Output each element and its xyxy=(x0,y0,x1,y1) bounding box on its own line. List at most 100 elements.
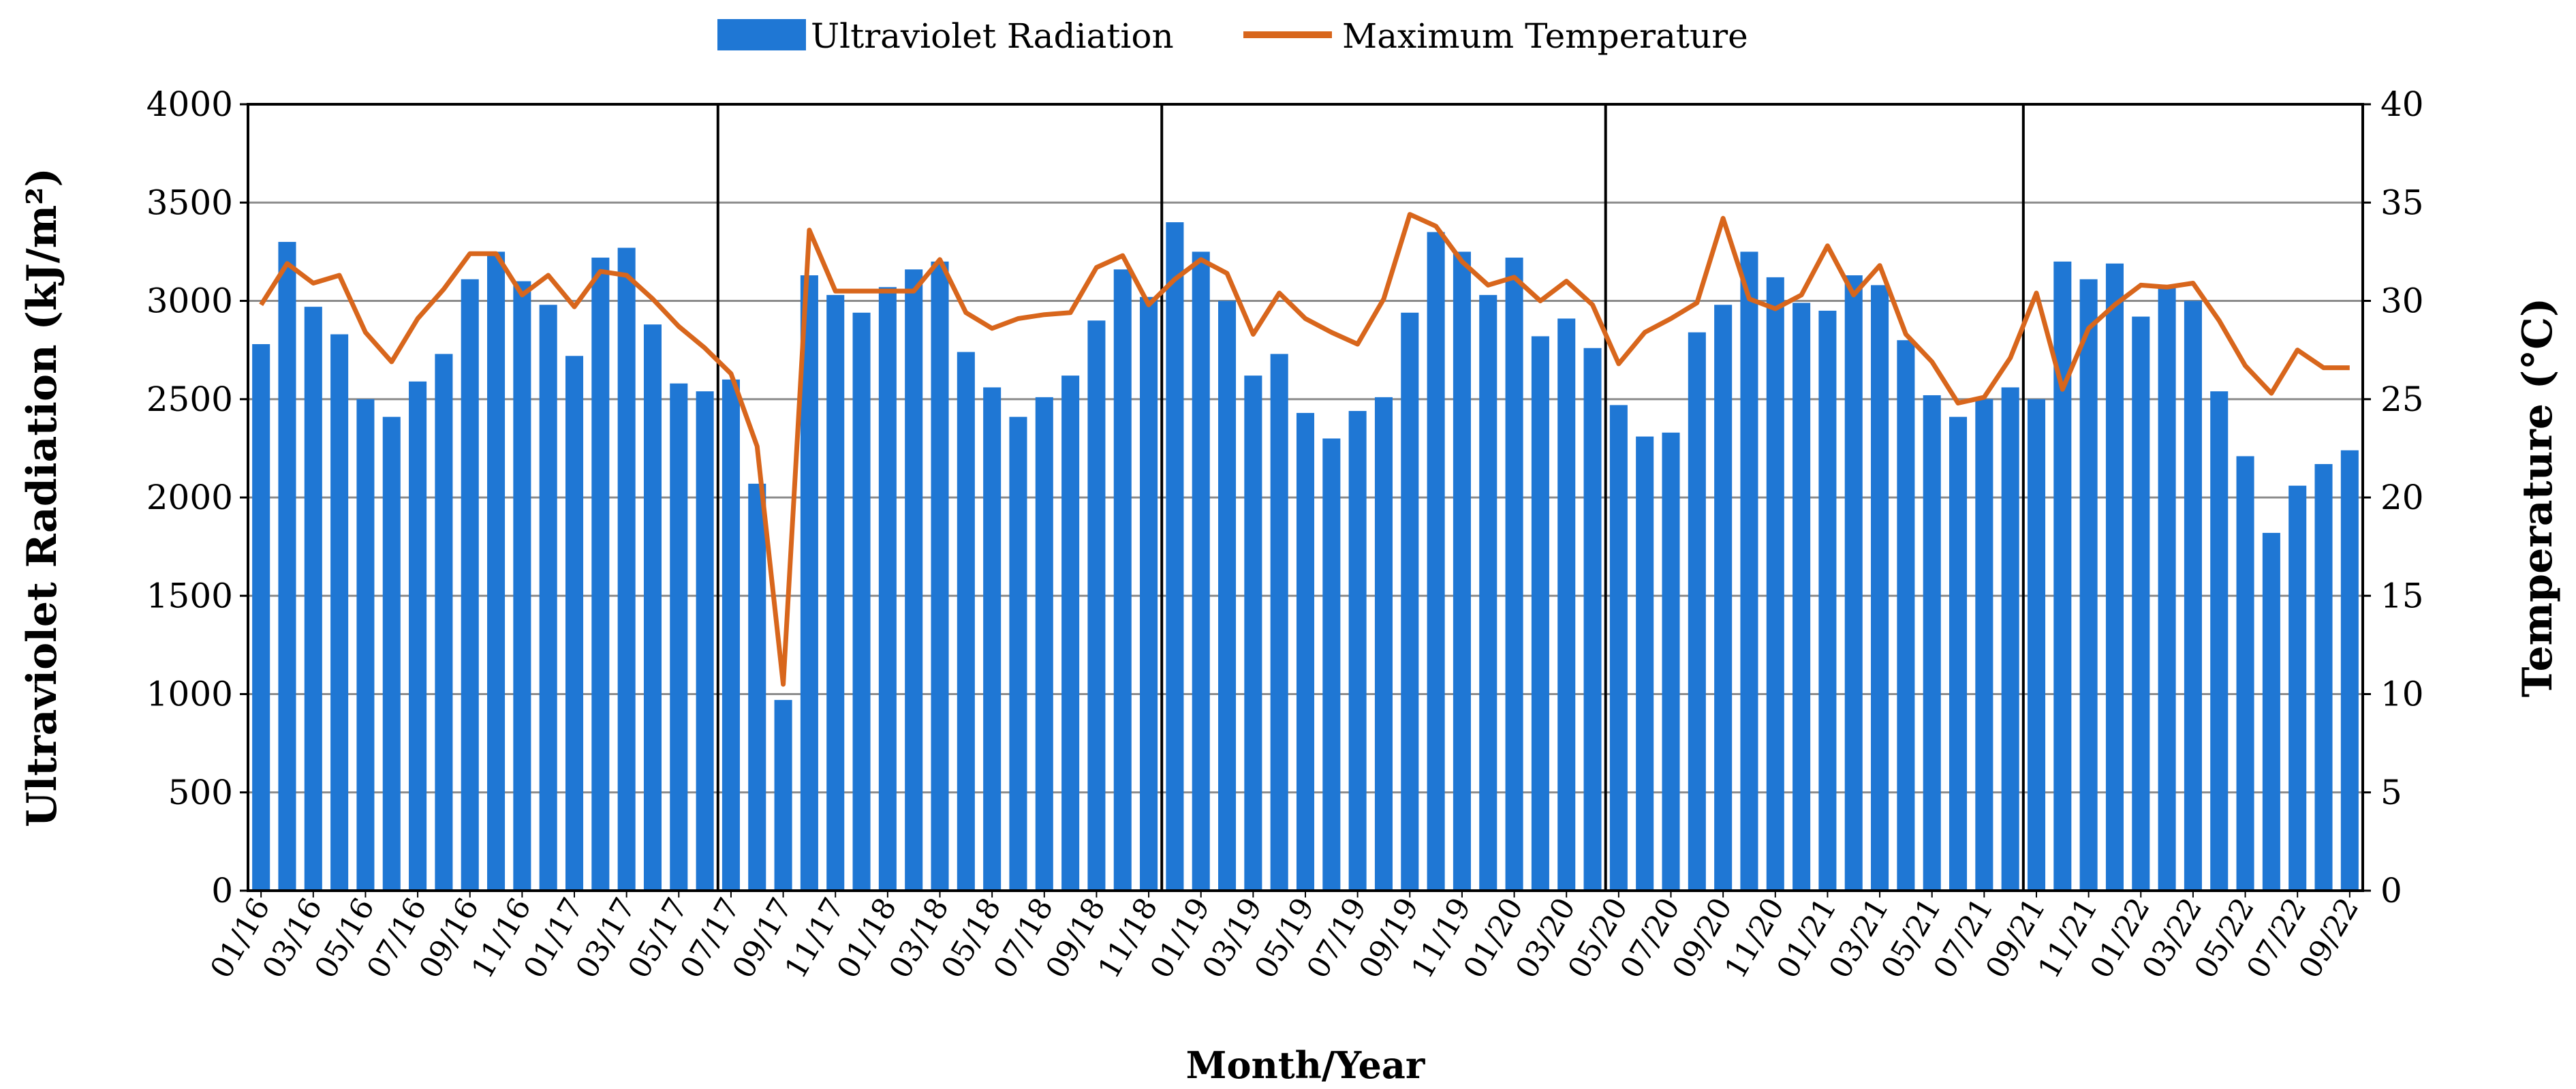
legend-line-label: Maximum Temperature xyxy=(1342,16,1748,56)
y-right-tick-label: 30 xyxy=(2380,281,2424,321)
uv-bar xyxy=(905,269,923,891)
uv-bar xyxy=(1009,416,1027,891)
y-axis-right-title: Temperature (°C) xyxy=(2514,298,2562,698)
uv-bar xyxy=(1113,269,1132,891)
uv-bar xyxy=(591,258,610,891)
uv-bar xyxy=(1244,375,1262,891)
uv-bar xyxy=(513,281,531,891)
uv-bar xyxy=(931,261,949,891)
uv-bar xyxy=(617,247,636,891)
uv-bar xyxy=(2105,263,2124,891)
uv-bar xyxy=(1531,336,1549,891)
uv-bar xyxy=(1035,397,1053,891)
x-axis-ticks: 01/1603/1605/1607/1609/1611/1601/1703/17… xyxy=(204,891,2365,984)
y-left-tick-label: 2500 xyxy=(146,380,233,419)
uv-bar xyxy=(1923,395,1941,891)
bar-series xyxy=(252,222,2359,891)
uv-bar xyxy=(435,354,453,891)
uv-bar xyxy=(1166,222,1184,891)
uv-bar xyxy=(1479,294,1498,891)
uv-bar xyxy=(1374,397,1393,891)
uv-bar xyxy=(2340,450,2359,891)
uv-bar xyxy=(826,294,845,891)
uv-bar xyxy=(1087,320,1106,891)
y-left-tick-label: 1500 xyxy=(146,576,233,615)
y-left-tick-label: 500 xyxy=(168,773,233,812)
uv-bar xyxy=(2158,285,2176,891)
uv-bar xyxy=(1140,296,1158,891)
uv-bar xyxy=(1818,310,1837,891)
uv-bar xyxy=(1453,251,1471,891)
uv-bar xyxy=(1975,399,1993,891)
uv-bar xyxy=(487,251,506,891)
uv-bar xyxy=(2027,399,2046,891)
uv-bar xyxy=(1740,251,1758,891)
y-left-tick-label: 3500 xyxy=(146,183,233,222)
uv-bar xyxy=(721,379,740,891)
uv-bar xyxy=(1844,275,1863,891)
uv-bar xyxy=(1505,258,1523,891)
uv-bar xyxy=(670,383,688,891)
uv-bar xyxy=(878,287,897,891)
uv-bar xyxy=(1766,277,1784,891)
uv-bar xyxy=(1714,305,1733,891)
uv-bar xyxy=(852,312,871,891)
uv-bar xyxy=(1061,375,1080,891)
uv-bar xyxy=(1688,332,1706,891)
uv-bar xyxy=(539,305,557,891)
y-right-tick-label: 40 xyxy=(2380,85,2424,124)
y-right-tick-label: 35 xyxy=(2380,183,2424,222)
uv-bar xyxy=(1296,412,1315,891)
uv-bar xyxy=(278,241,296,891)
uv-bar xyxy=(1270,354,1288,891)
legend-bar-label: Ultraviolet Radiation xyxy=(811,16,1174,56)
uv-bar xyxy=(1401,312,1419,891)
y-right-tick-label: 10 xyxy=(2380,675,2424,714)
y-left-tick-label: 0 xyxy=(211,871,233,910)
legend-bar-swatch xyxy=(717,19,806,50)
uv-bar xyxy=(1897,340,1915,891)
uv-bar xyxy=(748,483,766,891)
uv-bar xyxy=(565,356,584,891)
temperature-line xyxy=(259,212,2350,687)
year-separators xyxy=(716,104,2025,891)
y-left-tick-label: 2000 xyxy=(146,478,233,517)
x-axis-title: Month/Year xyxy=(1186,1043,1425,1087)
uv-bar xyxy=(1192,251,1210,891)
y-right-tick-label: 15 xyxy=(2380,576,2424,615)
y-right-tick-label: 0 xyxy=(2380,871,2402,910)
uv-bar xyxy=(1949,416,1968,891)
uv-bar xyxy=(1557,318,1576,891)
uv-bar xyxy=(983,387,1002,891)
uv-bar xyxy=(957,352,975,891)
y-left-tick-label: 1000 xyxy=(146,675,233,714)
uv-bar xyxy=(409,381,427,891)
y-axis-left-title: Ultraviolet Radiation (kJ/m²) xyxy=(18,168,66,827)
uv-bar xyxy=(1583,348,1602,891)
legend: Ultraviolet Radiation Maximum Temperatur… xyxy=(717,16,1748,56)
uv-bar xyxy=(1348,411,1367,891)
uv-bar xyxy=(643,324,662,891)
uv-bar xyxy=(2236,456,2254,891)
uv-bar xyxy=(2314,463,2333,891)
uv-bar xyxy=(2184,301,2202,891)
uv-bar xyxy=(2210,391,2229,891)
uv-bar xyxy=(2132,316,2150,891)
uv-bar xyxy=(252,343,270,891)
uv-bar xyxy=(1636,436,1654,891)
uv-bar xyxy=(1793,303,1811,891)
uv-bar xyxy=(2079,279,2098,891)
uv-bar xyxy=(1609,405,1628,891)
uv-bar xyxy=(461,279,479,891)
uv-bar xyxy=(696,391,714,891)
uv-bar xyxy=(356,399,375,891)
uv-bar xyxy=(304,307,322,891)
uv-bar xyxy=(1662,432,1680,891)
uv-bar xyxy=(1322,438,1341,891)
line-series xyxy=(259,212,2350,687)
uv-bar xyxy=(800,275,818,891)
y-left-tick-label: 4000 xyxy=(146,85,233,124)
uv-bar xyxy=(2053,261,2072,891)
uv-bar xyxy=(1427,232,1445,891)
